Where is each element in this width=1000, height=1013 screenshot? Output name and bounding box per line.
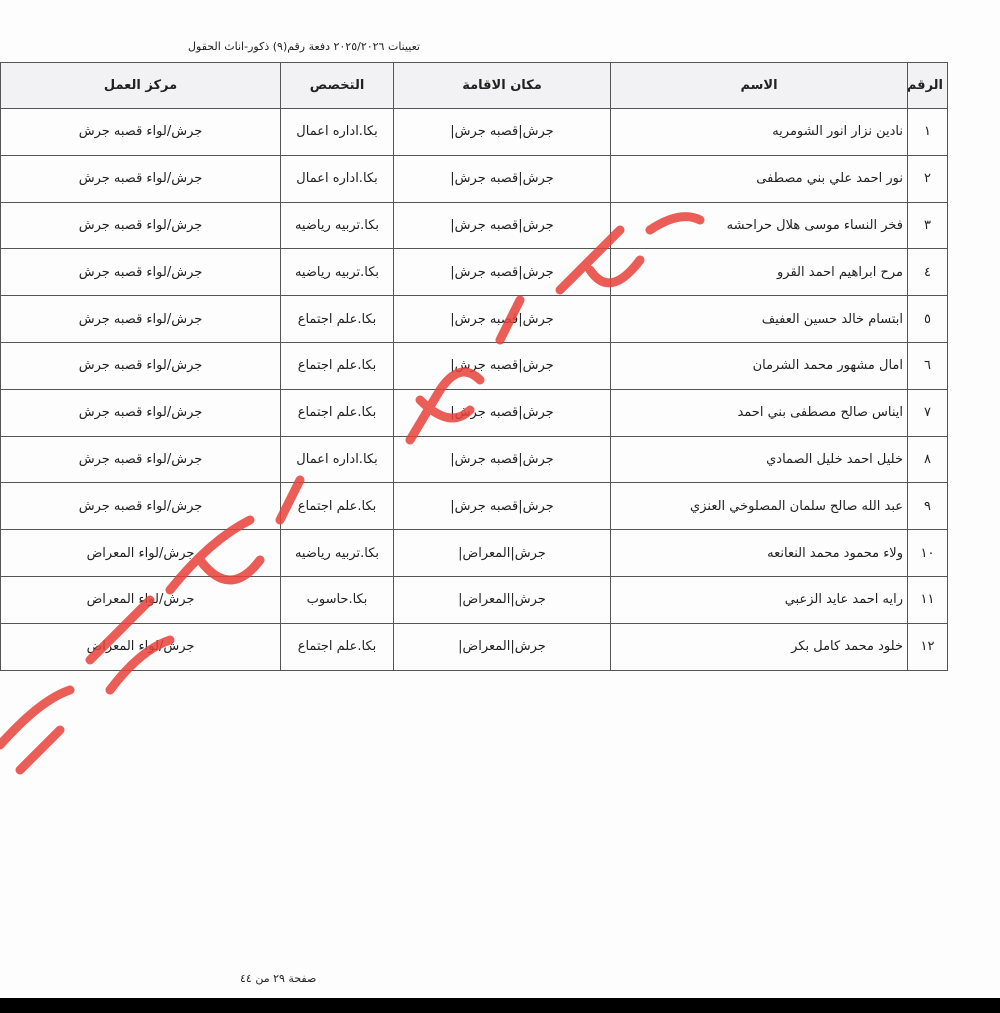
- table-cell: ٨: [907, 435, 948, 484]
- table-cell: ولاء محمود محمد النعانعه: [610, 529, 908, 577]
- table-cell: جرش|قصبه جرش|: [393, 388, 611, 437]
- table-cell: بكا.اداره اعمال: [280, 435, 394, 484]
- table-cell: جرش|المعراض|: [393, 529, 611, 577]
- column-header: التخصص: [280, 62, 394, 109]
- table-cell: جرش|قصبه جرش|: [393, 108, 611, 156]
- document-title: تعيينات ٢٠٢٥/٢٠٢٦ دفعة رقم(٩) ذكور-اناث …: [188, 40, 420, 53]
- table-row: ٥ ابتسام خالد حسين العفيف جرش|قصبه جرش| بكا…: [0, 295, 948, 343]
- table-cell: جرش/لواء قصبه جرش: [0, 295, 281, 343]
- table-row: ١١ رايه احمد عايد الزعبي جرش|المعراض| بكا.ح…: [0, 575, 948, 624]
- table-row: ١٢ خلود محمد كامل بكر جرش|المعراض| بكا.علم …: [0, 622, 948, 671]
- table-cell: ايناس صالح مصطفى بني احمد: [610, 388, 908, 437]
- table-row: ٤ مرح ابراهيم احمد القرو جرش|قصبه جرش| بكا.…: [0, 248, 948, 297]
- table-cell: ٦: [907, 341, 948, 390]
- table-cell: ١٢: [907, 622, 948, 671]
- table-row: ٦ امال مشهور محمد الشرمان جرش|قصبه جرش| بكا…: [0, 341, 948, 390]
- table-cell: خليل احمد خليل الصمادي: [610, 435, 908, 484]
- table-cell: جرش/لواء قصبه جرش: [0, 388, 281, 437]
- table-cell: بكا.تربيه رياضيه: [280, 529, 394, 577]
- table-cell: ٣: [907, 201, 948, 250]
- table-cell: جرش/لواء المعراض: [0, 529, 281, 577]
- table-cell: بكا.علم اجتماع: [280, 622, 394, 671]
- table-body: ١ نادين نزار انور الشومريه جرش|قصبه جرش| بك…: [0, 108, 948, 671]
- table-cell: جرش/لواء قصبه جرش: [0, 154, 281, 203]
- table-cell: بكا.تربيه رياضيه: [280, 248, 394, 297]
- table-cell: ١: [907, 108, 948, 156]
- header-row: الرقم الاسم مكان الاقامة التخصص مركز العمل: [0, 62, 948, 109]
- table-cell: نادين نزار انور الشومريه: [610, 108, 908, 156]
- table-cell: ١١: [907, 575, 948, 624]
- table-cell: بكا.تربيه رياضيه: [280, 201, 394, 250]
- table-cell: بكا.علم اجتماع: [280, 295, 394, 343]
- table-cell: بكا.اداره اعمال: [280, 108, 394, 156]
- table-cell: خلود محمد كامل بكر: [610, 622, 908, 671]
- table-cell: ٤: [907, 248, 948, 297]
- table-cell: بكا.اداره اعمال: [280, 154, 394, 203]
- table-cell: مرح ابراهيم احمد القرو: [610, 248, 908, 297]
- column-header: الرقم: [907, 62, 948, 109]
- table-row: ٨ خليل احمد خليل الصمادي جرش|قصبه جرش| بكا.…: [0, 435, 948, 484]
- table-cell: جرش/لواء قصبه جرش: [0, 341, 281, 390]
- table-cell: جرش|قصبه جرش|: [393, 295, 611, 343]
- table-cell: بكا.علم اجتماع: [280, 341, 394, 390]
- table-cell: جرش|قصبه جرش|: [393, 482, 611, 531]
- table-cell: جرش/لواء قصبه جرش: [0, 482, 281, 531]
- page-number: صفحة ٢٩ من ٤٤: [240, 972, 317, 985]
- table-cell: رايه احمد عايد الزعبي: [610, 575, 908, 624]
- table-cell: جرش/لواء قصبه جرش: [0, 435, 281, 484]
- column-header: مكان الاقامة: [393, 62, 611, 109]
- table-cell: جرش|قصبه جرش|: [393, 248, 611, 297]
- table-cell: نور احمد علي بني مصطفى: [610, 154, 908, 203]
- table-cell: بكا.حاسوب: [280, 575, 394, 624]
- table-cell: جرش|قصبه جرش|: [393, 201, 611, 250]
- table-cell: عبد الله صالح سلمان المصلوخي العنزي: [610, 482, 908, 531]
- table-cell: جرش|المعراض|: [393, 622, 611, 671]
- table-cell: جرش|قصبه جرش|: [393, 435, 611, 484]
- table-cell: جرش|المعراض|: [393, 575, 611, 624]
- table-cell: جرش|قصبه جرش|: [393, 154, 611, 203]
- table-cell: جرش/لواء قصبه جرش: [0, 201, 281, 250]
- table-row: ٢ نور احمد علي بني مصطفى جرش|قصبه جرش| بكا.…: [0, 154, 948, 203]
- table-row: ٩ عبد الله صالح سلمان المصلوخي العنزي جرش|…: [0, 482, 948, 531]
- table-cell: ٢: [907, 154, 948, 203]
- table-cell: فخر النساء موسى هلال حراحشه: [610, 201, 908, 250]
- appointments-table: الرقم الاسم مكان الاقامة التخصص مركز العمل ١…: [0, 62, 948, 671]
- table-row: ٣ فخر النساء موسى هلال حراحشه جرش|قصبه جرش…: [0, 201, 948, 250]
- column-header: مركز العمل: [0, 62, 281, 109]
- table-row: ١ نادين نزار انور الشومريه جرش|قصبه جرش| بك…: [0, 108, 948, 156]
- table-cell: جرش|قصبه جرش|: [393, 341, 611, 390]
- table-cell: ٩: [907, 482, 948, 531]
- table-cell: بكا.علم اجتماع: [280, 388, 394, 437]
- table-cell: جرش/لواء قصبه جرش: [0, 248, 281, 297]
- table-cell: جرش/لواء المعراض: [0, 622, 281, 671]
- scan-edge: [0, 998, 1000, 1013]
- table-cell: ابتسام خالد حسين العفيف: [610, 295, 908, 343]
- table-row: ٧ ايناس صالح مصطفى بني احمد جرش|قصبه جرش| ب…: [0, 388, 948, 437]
- table-cell: ١٠: [907, 529, 948, 577]
- column-header: الاسم: [610, 62, 908, 109]
- table-row: ١٠ ولاء محمود محمد النعانعه جرش|المعراض| بك…: [0, 529, 948, 577]
- table-cell: ٧: [907, 388, 948, 437]
- table-cell: جرش/لواء قصبه جرش: [0, 108, 281, 156]
- table-cell: جرش/لواء المعراض: [0, 575, 281, 624]
- table-cell: بكا.علم اجتماع: [280, 482, 394, 531]
- table-cell: امال مشهور محمد الشرمان: [610, 341, 908, 390]
- table-cell: ٥: [907, 295, 948, 343]
